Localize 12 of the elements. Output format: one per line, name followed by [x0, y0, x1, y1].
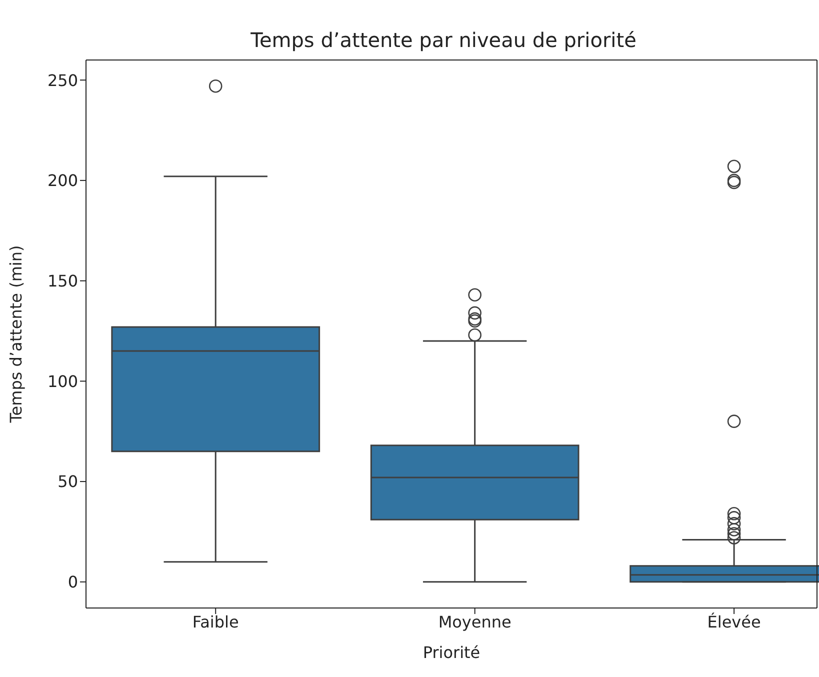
y-tick-label: 100 — [47, 372, 78, 391]
y-tick-label: 200 — [47, 171, 78, 190]
y-tick-label: 150 — [47, 271, 78, 290]
x-tick-label: Faible — [192, 612, 239, 632]
y-tick-label: 50 — [58, 472, 78, 492]
x-tick-label: Moyenne — [438, 612, 512, 632]
y-tick-label: 0 — [68, 572, 78, 592]
chart-title: Temps d’attente par niveau de priorité — [250, 28, 638, 54]
y-axis-title: Temps d’attente (min) — [6, 245, 26, 424]
y-tick-label: 250 — [47, 70, 78, 90]
x-tick-label: Élevée — [707, 612, 761, 632]
x-axis-title: Priorité — [422, 643, 480, 662]
